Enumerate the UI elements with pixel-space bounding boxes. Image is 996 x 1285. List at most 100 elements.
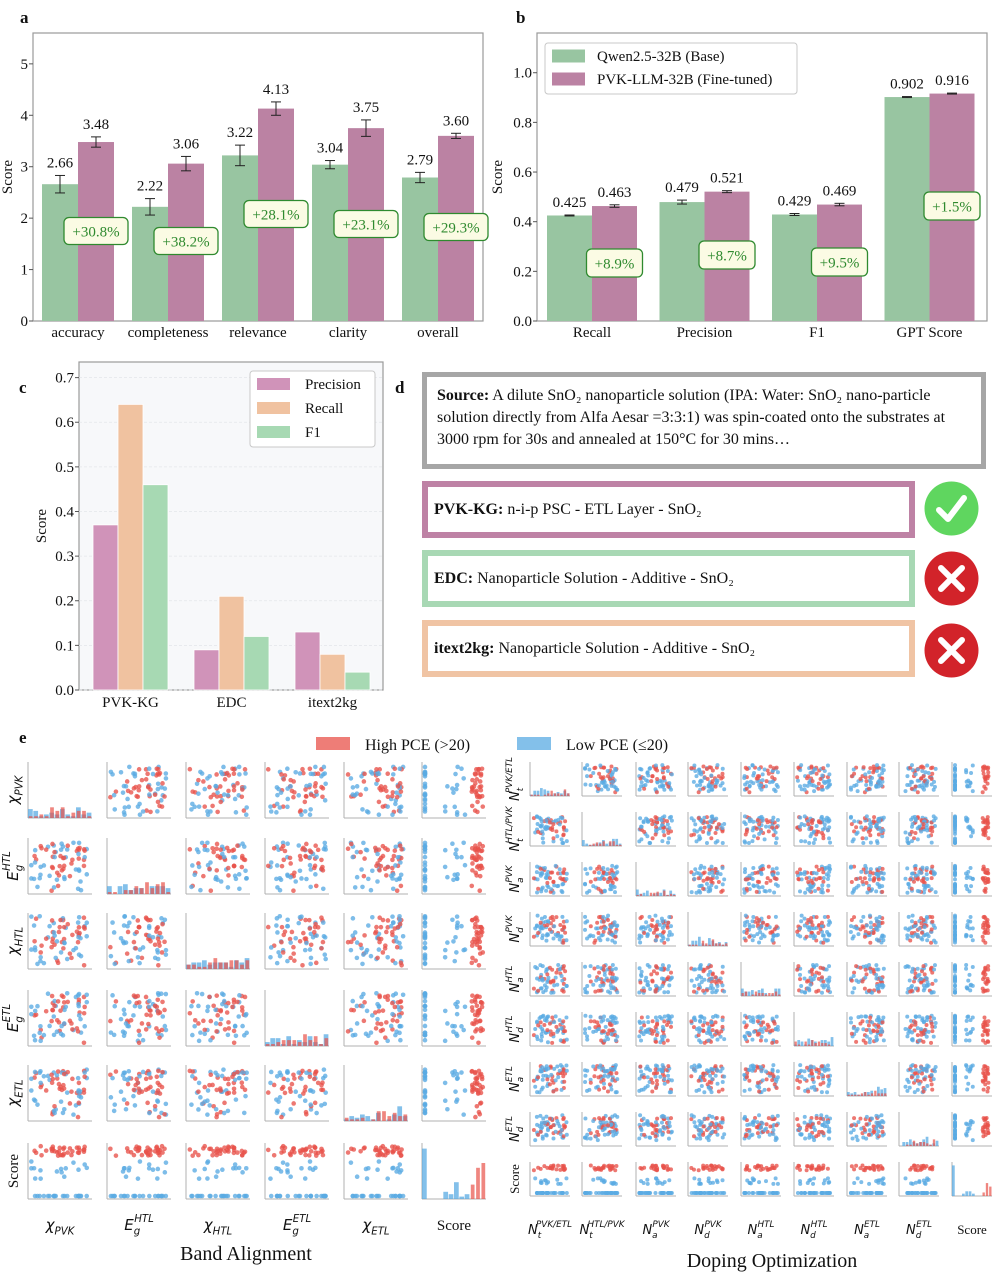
point-high-pce (230, 848, 235, 853)
point-high-pce (361, 779, 367, 784)
point-high-pce (202, 843, 208, 849)
histogram-bar-high-pce (213, 958, 218, 969)
y-tick-label: 0.3 (55, 549, 74, 565)
point-low-pce (111, 792, 117, 798)
point-low-pce (422, 796, 428, 802)
point-high-pce (76, 925, 82, 930)
label-base: χ (361, 1216, 372, 1234)
point-high-pce (240, 853, 245, 859)
point-high-pce (665, 765, 670, 770)
point-low-pce (953, 872, 957, 877)
point-high-pce (313, 921, 318, 927)
point-low-pce (422, 961, 428, 967)
point-high-pce (214, 1029, 219, 1034)
point-high-pce (981, 877, 986, 882)
point-low-pce (278, 790, 284, 795)
point-high-pce (279, 1150, 284, 1155)
point-low-pce (237, 1075, 242, 1081)
point-low-pce (644, 778, 649, 783)
point-low-pce (697, 888, 702, 893)
point-low-pce (643, 978, 648, 983)
point-low-pce (60, 1110, 66, 1116)
point-low-pce (905, 866, 910, 871)
point-high-pce (469, 1035, 475, 1040)
point-low-pce (811, 870, 816, 875)
point-high-pce (912, 879, 917, 884)
point-high-pce (50, 1144, 56, 1150)
point-low-pce (799, 919, 804, 924)
point-low-pce (459, 854, 464, 860)
point-low-pce (653, 828, 658, 833)
point-high-pce (214, 772, 219, 777)
point-high-pce (757, 880, 762, 885)
point-high-pce (380, 853, 386, 859)
point-high-pce (218, 1008, 224, 1014)
point-high-pce (240, 1084, 245, 1090)
point-low-pce (29, 1166, 34, 1171)
point-high-pce (378, 924, 384, 930)
point-low-pce (442, 1098, 448, 1104)
point-high-pce (81, 1010, 87, 1016)
point-high-pce (69, 1021, 74, 1026)
axis-variable-label: Score (437, 1218, 471, 1234)
point-low-pce (596, 870, 601, 875)
x-tick-label: Recall (573, 325, 611, 341)
bar-recall-s0 (547, 215, 592, 321)
point-high-pce (136, 1028, 142, 1034)
histogram-bar-high-pce (71, 812, 76, 818)
point-low-pce (32, 847, 38, 853)
point-high-pce (207, 994, 212, 1000)
point-low-pce (422, 876, 428, 882)
pair-cell (185, 762, 250, 819)
point-low-pce (268, 860, 274, 865)
point-low-pce (798, 784, 803, 789)
point-low-pce (397, 1007, 402, 1013)
point-high-pce (397, 921, 403, 927)
point-low-pce (775, 932, 780, 937)
point-high-pce (804, 876, 809, 881)
x-tick-label: relevance (229, 325, 287, 341)
point-high-pce (239, 864, 245, 870)
point-high-pce (281, 932, 287, 938)
point-high-pce (375, 955, 380, 961)
point-high-pce (202, 804, 208, 809)
point-low-pce (535, 913, 540, 918)
point-low-pce (585, 871, 590, 876)
point-high-pce (561, 989, 566, 994)
point-low-pce (881, 877, 886, 882)
point-low-pce (666, 840, 671, 845)
bar-precision-s0 (659, 202, 705, 321)
point-low-pce (348, 776, 354, 781)
point-low-pce (189, 1102, 194, 1107)
point-high-pce (192, 1150, 198, 1155)
point-low-pce (450, 917, 455, 923)
point-high-pce (134, 1076, 139, 1082)
histogram-bar-high-pce (725, 943, 728, 946)
point-low-pce (397, 913, 402, 919)
point-high-pce (226, 848, 232, 854)
point-high-pce (145, 1100, 150, 1106)
point-low-pce (543, 988, 548, 993)
histogram-bar-high-pce (281, 1040, 286, 1046)
point-low-pce (61, 1106, 67, 1112)
point-low-pce (84, 992, 90, 998)
pair-cell (106, 838, 171, 895)
point-high-pce (201, 1018, 206, 1024)
point-low-pce (76, 1013, 82, 1018)
point-low-pce (953, 888, 957, 893)
point-low-pce (953, 829, 957, 834)
point-low-pce (75, 1075, 81, 1081)
point-high-pce (240, 787, 245, 792)
point-high-pce (816, 786, 821, 791)
point-high-pce (50, 1076, 56, 1082)
point-high-pce (376, 799, 382, 805)
legend-frame (544, 42, 798, 95)
point-high-pce (218, 847, 224, 852)
point-low-pce (442, 864, 448, 870)
point-high-pce (230, 1004, 235, 1010)
point-low-pce (240, 1070, 245, 1075)
point-high-pce (666, 975, 671, 980)
point-low-pce (135, 955, 141, 960)
point-low-pce (196, 804, 202, 809)
point-low-pce (667, 781, 672, 786)
